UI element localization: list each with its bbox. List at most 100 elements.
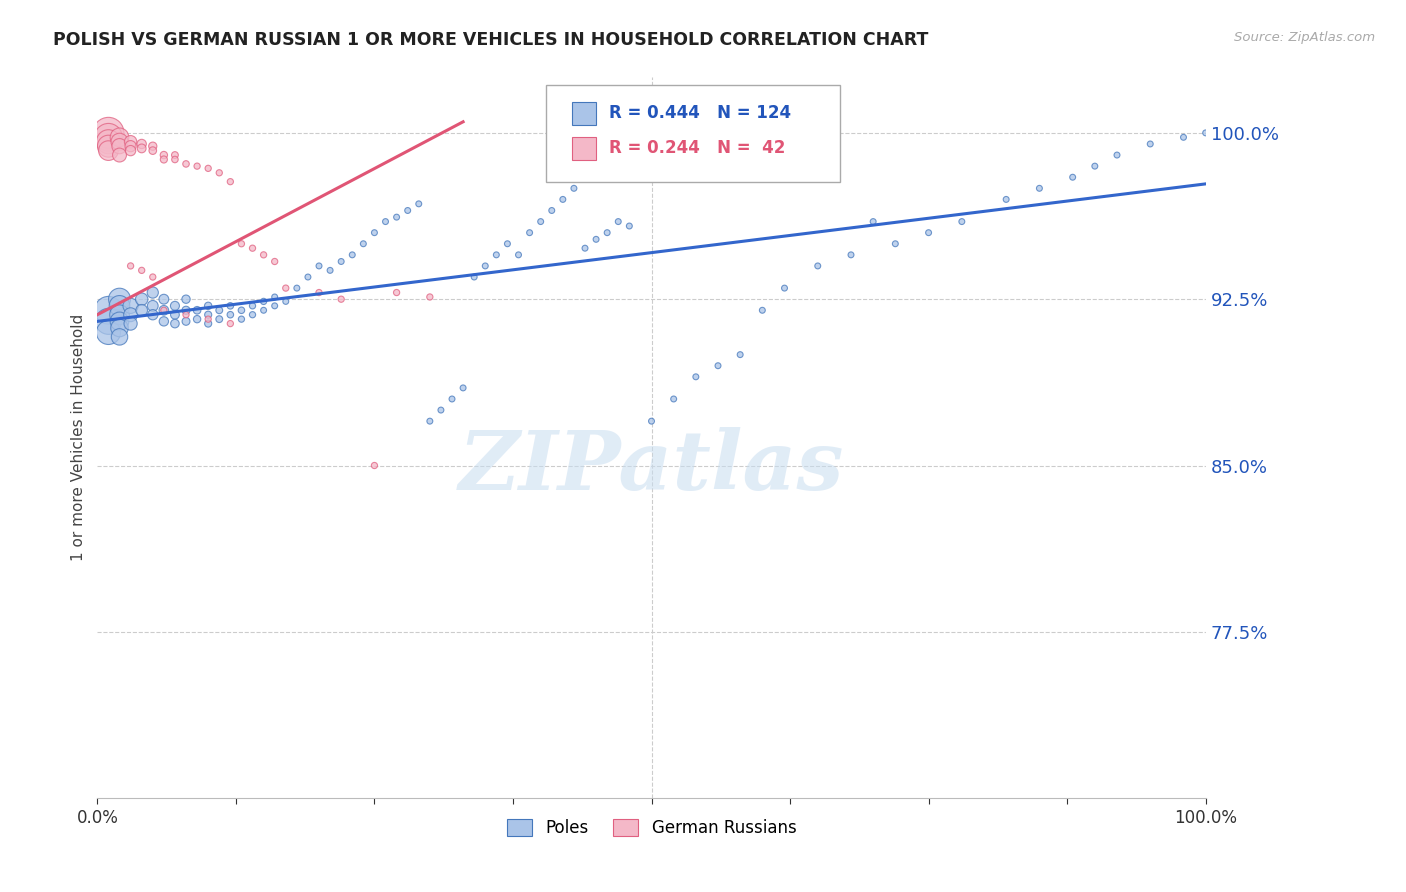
Point [1084, 159, 1107, 173]
Point [153, 153, 176, 167]
Point [252, 303, 274, 318]
Point [97, 135, 120, 149]
Point [131, 141, 153, 155]
Point [208, 303, 231, 318]
Point [917, 226, 939, 240]
Point [174, 157, 197, 171]
Point [884, 236, 907, 251]
Text: POLISH VS GERMAN RUSSIAN 1 OR MORE VEHICLES IN HOUSEHOLD CORRELATION CHART: POLISH VS GERMAN RUSSIAN 1 OR MORE VEHIC… [53, 31, 929, 49]
Point [231, 312, 253, 326]
Point [707, 359, 730, 373]
Point [97, 144, 120, 158]
Point [120, 308, 142, 322]
Point [163, 308, 186, 322]
Point [607, 214, 630, 228]
Point [108, 330, 131, 344]
Point [186, 312, 208, 326]
Point [1028, 181, 1050, 195]
Point [153, 148, 176, 162]
Point [208, 166, 231, 180]
Point [153, 303, 176, 318]
Point [330, 254, 353, 268]
Point [574, 241, 596, 255]
Point [97, 130, 120, 145]
Point [142, 299, 165, 313]
Point [519, 226, 541, 240]
Point [319, 263, 342, 277]
Point [108, 135, 131, 149]
Point [263, 290, 285, 304]
Point [153, 292, 176, 306]
Point [163, 153, 186, 167]
Text: R = 0.444   N = 124: R = 0.444 N = 124 [609, 104, 792, 122]
Point [562, 181, 585, 195]
Point [862, 214, 884, 228]
Point [131, 292, 153, 306]
Point [131, 303, 153, 318]
Point [263, 254, 285, 268]
Point [174, 303, 197, 318]
Point [142, 144, 165, 158]
Point [197, 299, 219, 313]
Point [142, 270, 165, 285]
Point [385, 210, 408, 224]
Point [263, 299, 285, 313]
Point [374, 214, 396, 228]
Point [231, 236, 253, 251]
Point [174, 308, 197, 322]
Point [585, 232, 607, 246]
Point [1195, 126, 1218, 140]
Point [97, 326, 120, 340]
Point [108, 148, 131, 162]
Point [97, 139, 120, 153]
Point [197, 161, 219, 176]
Point [108, 308, 131, 322]
Point [640, 414, 662, 428]
Point [186, 159, 208, 173]
Point [131, 136, 153, 151]
Point [142, 139, 165, 153]
Point [197, 312, 219, 326]
Point [342, 248, 364, 262]
Point [285, 281, 308, 295]
Point [142, 285, 165, 300]
Point [995, 193, 1018, 207]
Point [108, 130, 131, 145]
Point [950, 214, 973, 228]
Point [163, 299, 186, 313]
Y-axis label: 1 or more Vehicles in Household: 1 or more Vehicles in Household [72, 314, 86, 561]
Point [120, 259, 142, 273]
Point [596, 226, 619, 240]
Text: R = 0.244   N =  42: R = 0.244 N = 42 [609, 139, 786, 157]
Point [108, 299, 131, 313]
Point [440, 392, 463, 406]
Point [120, 135, 142, 149]
Point [773, 281, 796, 295]
Point [308, 285, 330, 300]
Point [662, 392, 685, 406]
FancyBboxPatch shape [572, 102, 596, 125]
Point [419, 414, 441, 428]
Point [97, 126, 120, 140]
Text: ZIPatlas: ZIPatlas [458, 426, 844, 507]
Point [219, 299, 242, 313]
Point [728, 348, 751, 362]
Point [619, 219, 641, 233]
Point [419, 290, 441, 304]
Point [142, 308, 165, 322]
Point [153, 314, 176, 328]
Point [408, 197, 430, 211]
Point [197, 317, 219, 331]
Point [242, 299, 264, 313]
Point [97, 303, 120, 318]
Point [108, 139, 131, 153]
FancyBboxPatch shape [546, 85, 839, 182]
Point [451, 381, 474, 395]
Point [120, 299, 142, 313]
Point [163, 317, 186, 331]
Point [131, 263, 153, 277]
Point [219, 317, 242, 331]
FancyBboxPatch shape [572, 136, 596, 160]
Point [174, 314, 197, 328]
Point [1105, 148, 1128, 162]
